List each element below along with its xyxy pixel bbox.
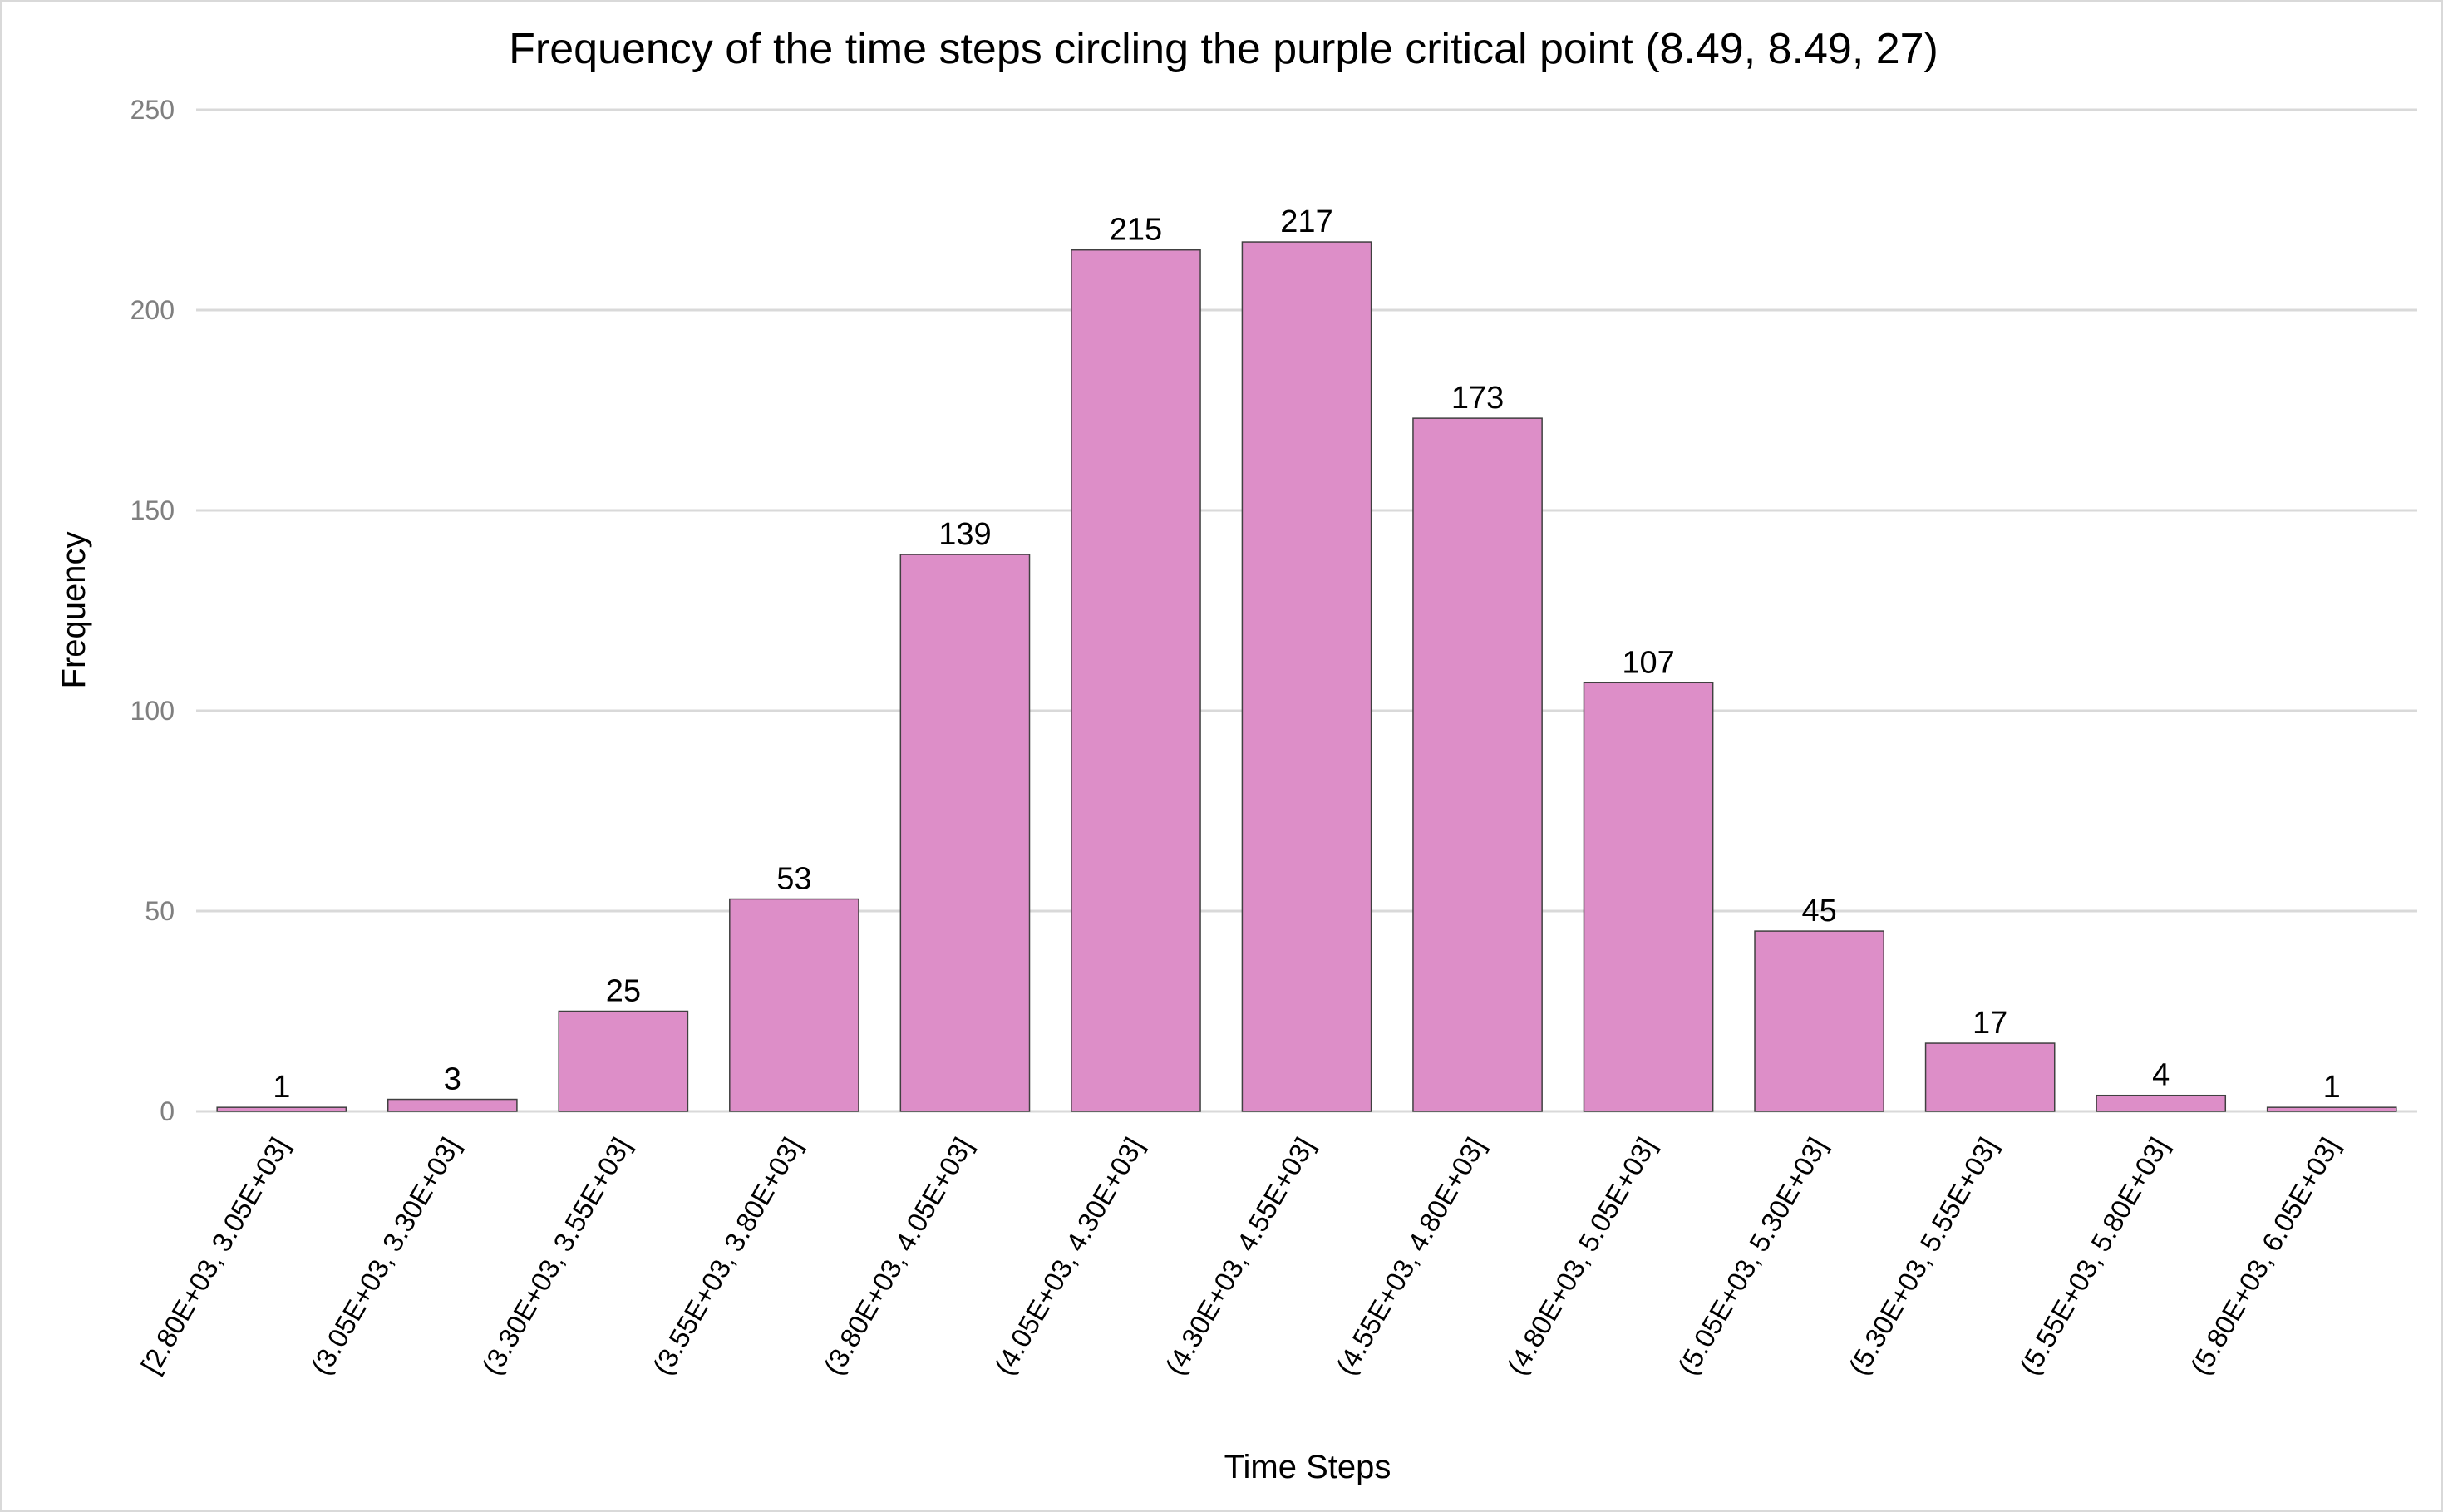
data-label: 4 bbox=[2152, 1058, 2170, 1093]
data-label: 25 bbox=[606, 974, 641, 1009]
data-label: 3 bbox=[444, 1062, 461, 1097]
bar bbox=[1583, 682, 1714, 1112]
x-tick-label: (4.30E+03, 4.55E+03] bbox=[1160, 1132, 1321, 1380]
data-label: 1 bbox=[273, 1070, 290, 1105]
bar bbox=[1924, 1042, 2056, 1112]
x-axis-ticks: [2.80E+03, 3.05E+03] (3.05E+03, 3.30E+03]… bbox=[135, 1132, 2345, 1380]
data-label: 107 bbox=[1622, 645, 1674, 680]
data-label: 139 bbox=[938, 517, 991, 552]
data-label: 17 bbox=[1973, 1006, 2007, 1041]
y-tick-label: 250 bbox=[131, 95, 175, 125]
bar bbox=[216, 1106, 347, 1112]
x-tick-label: (3.80E+03, 4.05E+03] bbox=[817, 1132, 978, 1380]
data-label: 45 bbox=[1801, 894, 1836, 928]
y-tick-label: 0 bbox=[160, 1096, 175, 1126]
bar bbox=[2096, 1094, 2227, 1112]
bar bbox=[387, 1098, 518, 1112]
bar bbox=[558, 1010, 689, 1112]
bar bbox=[1754, 930, 1884, 1112]
data-label: 173 bbox=[1451, 381, 1504, 416]
y-tick-label: 150 bbox=[131, 495, 175, 525]
data-label: 53 bbox=[776, 862, 811, 897]
y-axis-title: Frequency bbox=[56, 532, 92, 689]
bar bbox=[899, 554, 1031, 1112]
bar bbox=[1412, 417, 1543, 1112]
x-tick-label: (5.30E+03, 5.55E+03] bbox=[1843, 1132, 2004, 1380]
data-label: 215 bbox=[1110, 213, 1162, 248]
chart-title: Frequency of the time steps circling the… bbox=[509, 25, 1938, 73]
bar bbox=[1071, 249, 1201, 1112]
x-tick-label: (4.55E+03, 4.80E+03] bbox=[1330, 1132, 1491, 1380]
data-label: 217 bbox=[1280, 204, 1332, 239]
bar bbox=[2266, 1106, 2397, 1112]
bars bbox=[216, 241, 2397, 1112]
bar bbox=[729, 898, 859, 1112]
x-tick-label: (5.05E+03, 5.30E+03] bbox=[1672, 1132, 1833, 1380]
data-labels: 1 3 25 53 139 215 217 173 107 45 17 4 1 bbox=[273, 204, 2341, 1105]
data-label: 1 bbox=[2323, 1070, 2341, 1105]
x-tick-label: (3.05E+03, 3.30E+03] bbox=[305, 1132, 466, 1380]
x-tick-label: (3.55E+03, 3.80E+03] bbox=[647, 1132, 808, 1380]
y-tick-label: 100 bbox=[131, 696, 175, 726]
x-tick-label: (4.05E+03, 4.30E+03] bbox=[988, 1132, 1150, 1380]
x-axis-title: Time Steps bbox=[1224, 1449, 1391, 1485]
x-tick-label: (3.30E+03, 3.55E+03] bbox=[475, 1132, 637, 1380]
y-axis-ticks: 0 50 100 150 200 250 bbox=[131, 95, 175, 1126]
x-tick-label: (5.55E+03, 5.80E+03] bbox=[2013, 1132, 2175, 1380]
bar bbox=[1241, 241, 1372, 1112]
x-tick-label: (4.80E+03, 5.05E+03] bbox=[1501, 1132, 1662, 1380]
y-tick-label: 200 bbox=[131, 295, 175, 325]
x-tick-label: (5.80E+03, 6.05E+03] bbox=[2184, 1132, 2346, 1380]
x-tick-label: [2.80E+03, 3.05E+03] bbox=[135, 1132, 295, 1379]
y-tick-label: 50 bbox=[145, 896, 175, 926]
